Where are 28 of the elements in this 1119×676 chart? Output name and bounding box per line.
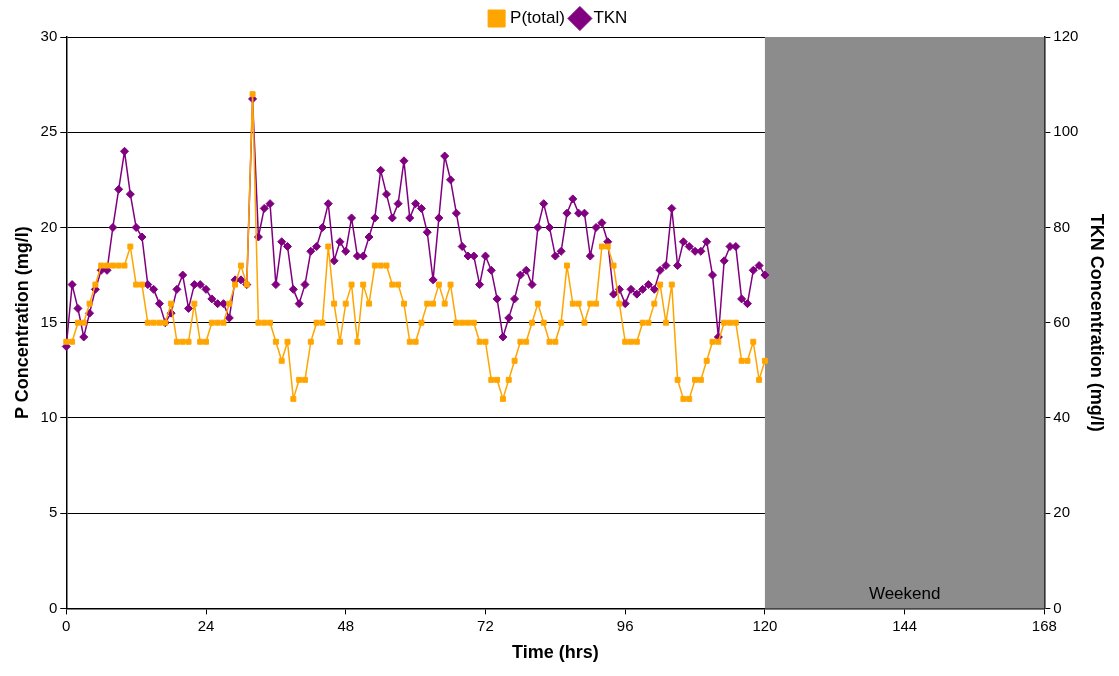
x-axis-title: Time (hrs) <box>511 642 599 663</box>
x-tick-label: 168 <box>1031 616 1057 634</box>
y2-tick-label: 20 <box>1053 503 1071 521</box>
y-tick-label: 25 <box>40 122 58 140</box>
x-tick-label: 96 <box>616 616 634 634</box>
y2-axis-title: TKN Concentration (mg/l) <box>1087 213 1108 432</box>
x-tick-label: 72 <box>477 616 494 634</box>
y2-tick-label: 60 <box>1053 312 1071 330</box>
y-tick-label: 5 <box>48 503 58 521</box>
x-tick-label: 120 <box>752 616 778 634</box>
y2-tick-label: 0 <box>1053 598 1062 616</box>
y2-tick-label: 120 <box>1053 27 1079 45</box>
legend-label: P(total) <box>510 8 565 28</box>
x-tick-label: 0 <box>62 616 71 634</box>
y2-tick-label: 80 <box>1053 217 1071 235</box>
x-tick-label: 24 <box>197 616 215 634</box>
band-label: Weekend <box>868 583 941 603</box>
y2-tick-label: 40 <box>1053 408 1071 426</box>
y-tick-label: 15 <box>40 312 58 330</box>
y-axis-title: P Concentration (mg/l) <box>11 226 32 420</box>
y2-tick-label: 100 <box>1053 122 1079 140</box>
y-tick-label: 20 <box>40 217 58 235</box>
y-tick-label: 10 <box>40 408 58 426</box>
y-tick-label: 0 <box>48 598 58 616</box>
x-tick-label: 144 <box>892 616 918 634</box>
legend-label: TKN <box>593 8 628 28</box>
y-tick-label: 30 <box>40 27 58 45</box>
x-tick-label: 48 <box>337 616 355 634</box>
